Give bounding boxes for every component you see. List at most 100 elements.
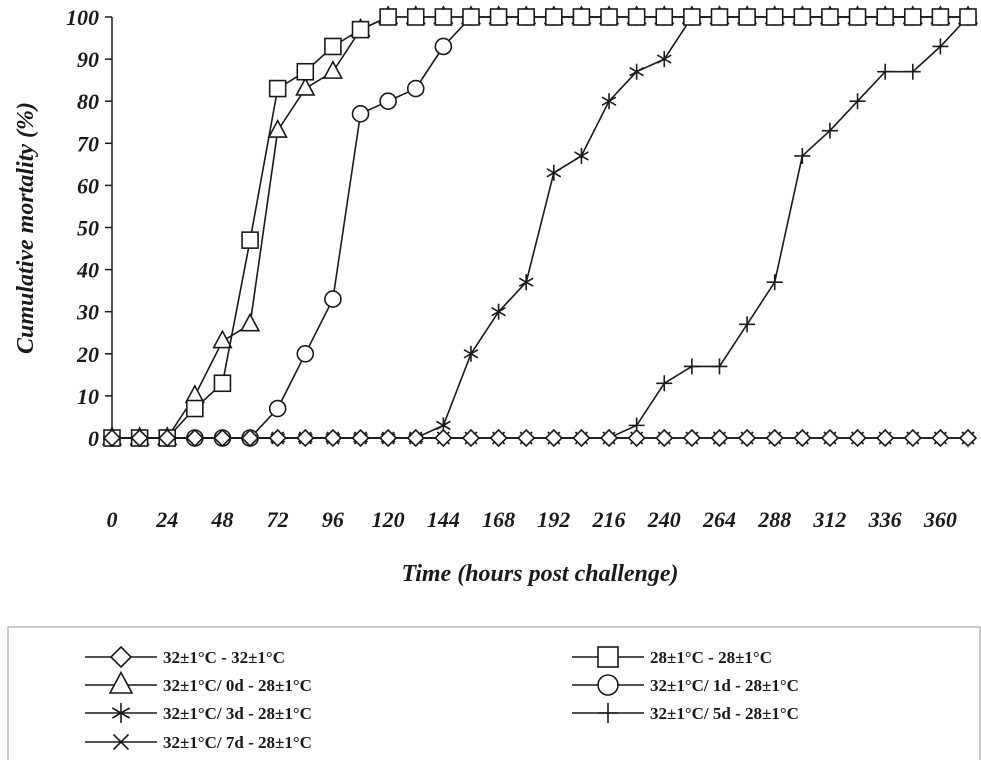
legend-label: 32±1°C/ 3d - 28±1°C	[163, 704, 312, 723]
data-point-square	[627, 8, 646, 26]
data-point-diamond	[434, 428, 453, 448]
data-point-square	[597, 646, 619, 668]
data-point-square	[186, 399, 204, 418]
data-point-diamond	[213, 428, 232, 448]
data-point-square	[434, 8, 453, 26]
x-tick-label: 312	[812, 507, 846, 532]
data-point-square	[600, 8, 618, 26]
data-point-square	[379, 8, 397, 26]
data-point-triangle	[322, 60, 344, 79]
y-tick-label: 40	[76, 258, 99, 283]
data-point-square	[683, 8, 701, 26]
legend-item: 32±1°C/ 3d - 28±1°C	[85, 703, 312, 723]
x-tick-label: 336	[868, 507, 902, 532]
data-point-diamond	[737, 428, 757, 448]
data-point-plus	[598, 703, 618, 723]
y-tick-label: 50	[77, 216, 99, 241]
data-point-asterisk	[111, 703, 131, 723]
data-point-triangle	[295, 76, 316, 96]
data-point-asterisk	[574, 147, 589, 164]
data-point-circle	[406, 79, 425, 98]
data-point-triangle	[267, 118, 288, 138]
x-tick-label: 216	[592, 507, 626, 532]
data-point-asterisk	[656, 51, 672, 68]
data-point-circle	[268, 399, 287, 418]
data-point-diamond	[296, 428, 315, 448]
data-point-square	[324, 37, 342, 56]
data-point-square	[931, 8, 950, 26]
data-point-square	[296, 62, 315, 81]
data-point-plus	[683, 358, 700, 375]
data-point-diamond	[876, 428, 895, 448]
y-tick-label: 70	[77, 131, 99, 156]
legend-box	[7, 626, 981, 760]
x-axis-title: Time (hours post challenge)	[401, 561, 678, 587]
legend-label: 32±1°C/ 0d - 28±1°C	[163, 676, 312, 695]
data-point-diamond	[130, 428, 149, 448]
data-point-diamond	[109, 645, 133, 669]
data-point-square	[545, 8, 563, 26]
data-point-diamond	[820, 428, 840, 448]
data-point-diamond	[627, 428, 646, 448]
data-point-square	[959, 8, 977, 26]
legend-item: 32±1°C/ 1d - 28±1°C	[572, 674, 799, 696]
y-tick-label: 60	[77, 173, 99, 198]
data-point-circle	[434, 37, 453, 56]
data-point-diamond	[931, 428, 950, 448]
data-point-square	[793, 8, 812, 26]
data-point-asterisk	[601, 93, 617, 110]
data-point-asterisk	[518, 274, 534, 291]
data-point-diamond	[793, 428, 812, 448]
y-tick-label: 30	[76, 300, 99, 325]
data-point-circle	[324, 290, 342, 308]
data-point-plus	[821, 122, 838, 139]
legend-item: 32±1°C - 32±1°C	[85, 645, 285, 669]
data-point-diamond	[958, 428, 978, 448]
data-point-plus	[877, 63, 894, 80]
data-point-square	[876, 8, 894, 26]
data-point-asterisk	[491, 303, 506, 320]
data-point-asterisk	[629, 63, 645, 80]
y-tick-label: 100	[66, 5, 99, 30]
data-point-asterisk	[463, 345, 479, 362]
data-point-triangle	[239, 312, 261, 332]
data-point-plus	[849, 93, 866, 110]
data-point-diamond	[572, 428, 591, 448]
data-point-cross	[112, 733, 130, 751]
data-point-square	[241, 231, 259, 249]
data-point-circle	[351, 105, 370, 123]
data-point-plus	[766, 274, 783, 291]
legend-label: 28±1°C - 28±1°C	[650, 648, 772, 667]
x-tick-label: 48	[210, 507, 233, 532]
data-point-diamond	[682, 428, 702, 448]
x-tick-label: 264	[702, 507, 736, 532]
data-point-circle	[597, 674, 619, 696]
y-tick-labels: 0 10 20 30 40 50 60 70 80 90 100	[66, 5, 99, 451]
data-point-square	[848, 8, 867, 26]
x-tick-label: 120	[372, 507, 405, 532]
data-point-plus	[904, 63, 921, 80]
legend: 32±1°C - 32±1°C 32±1°C/ 0d - 28±1°C 32±1°C…	[85, 645, 799, 752]
data-point-diamond	[461, 428, 481, 448]
data-point-triangle	[108, 670, 134, 694]
x-tick-label: 96	[322, 507, 344, 532]
x-tick-label: 72	[267, 507, 289, 532]
data-point-asterisk	[546, 164, 562, 181]
data-point-diamond	[710, 428, 729, 448]
data-point-square	[462, 8, 480, 26]
data-point-square	[765, 8, 784, 26]
y-tick-label: 90	[77, 47, 99, 72]
data-point-plus	[739, 316, 756, 333]
data-point-square	[351, 20, 370, 39]
legend-label: 32±1°C/ 5d - 28±1°C	[650, 704, 799, 723]
data-point-diamond	[489, 428, 508, 448]
x-tick-label: 360	[923, 507, 957, 532]
data-point-diamond	[323, 428, 343, 448]
y-tick-label: 80	[77, 89, 99, 114]
legend-label: 32±1°C/ 1d - 28±1°C	[650, 676, 799, 695]
legend-item: 32±1°C/ 5d - 28±1°C	[572, 703, 799, 723]
data-point-diamond	[240, 428, 260, 448]
legend-item: 28±1°C - 28±1°C	[572, 646, 772, 668]
data-point-square	[655, 8, 674, 26]
